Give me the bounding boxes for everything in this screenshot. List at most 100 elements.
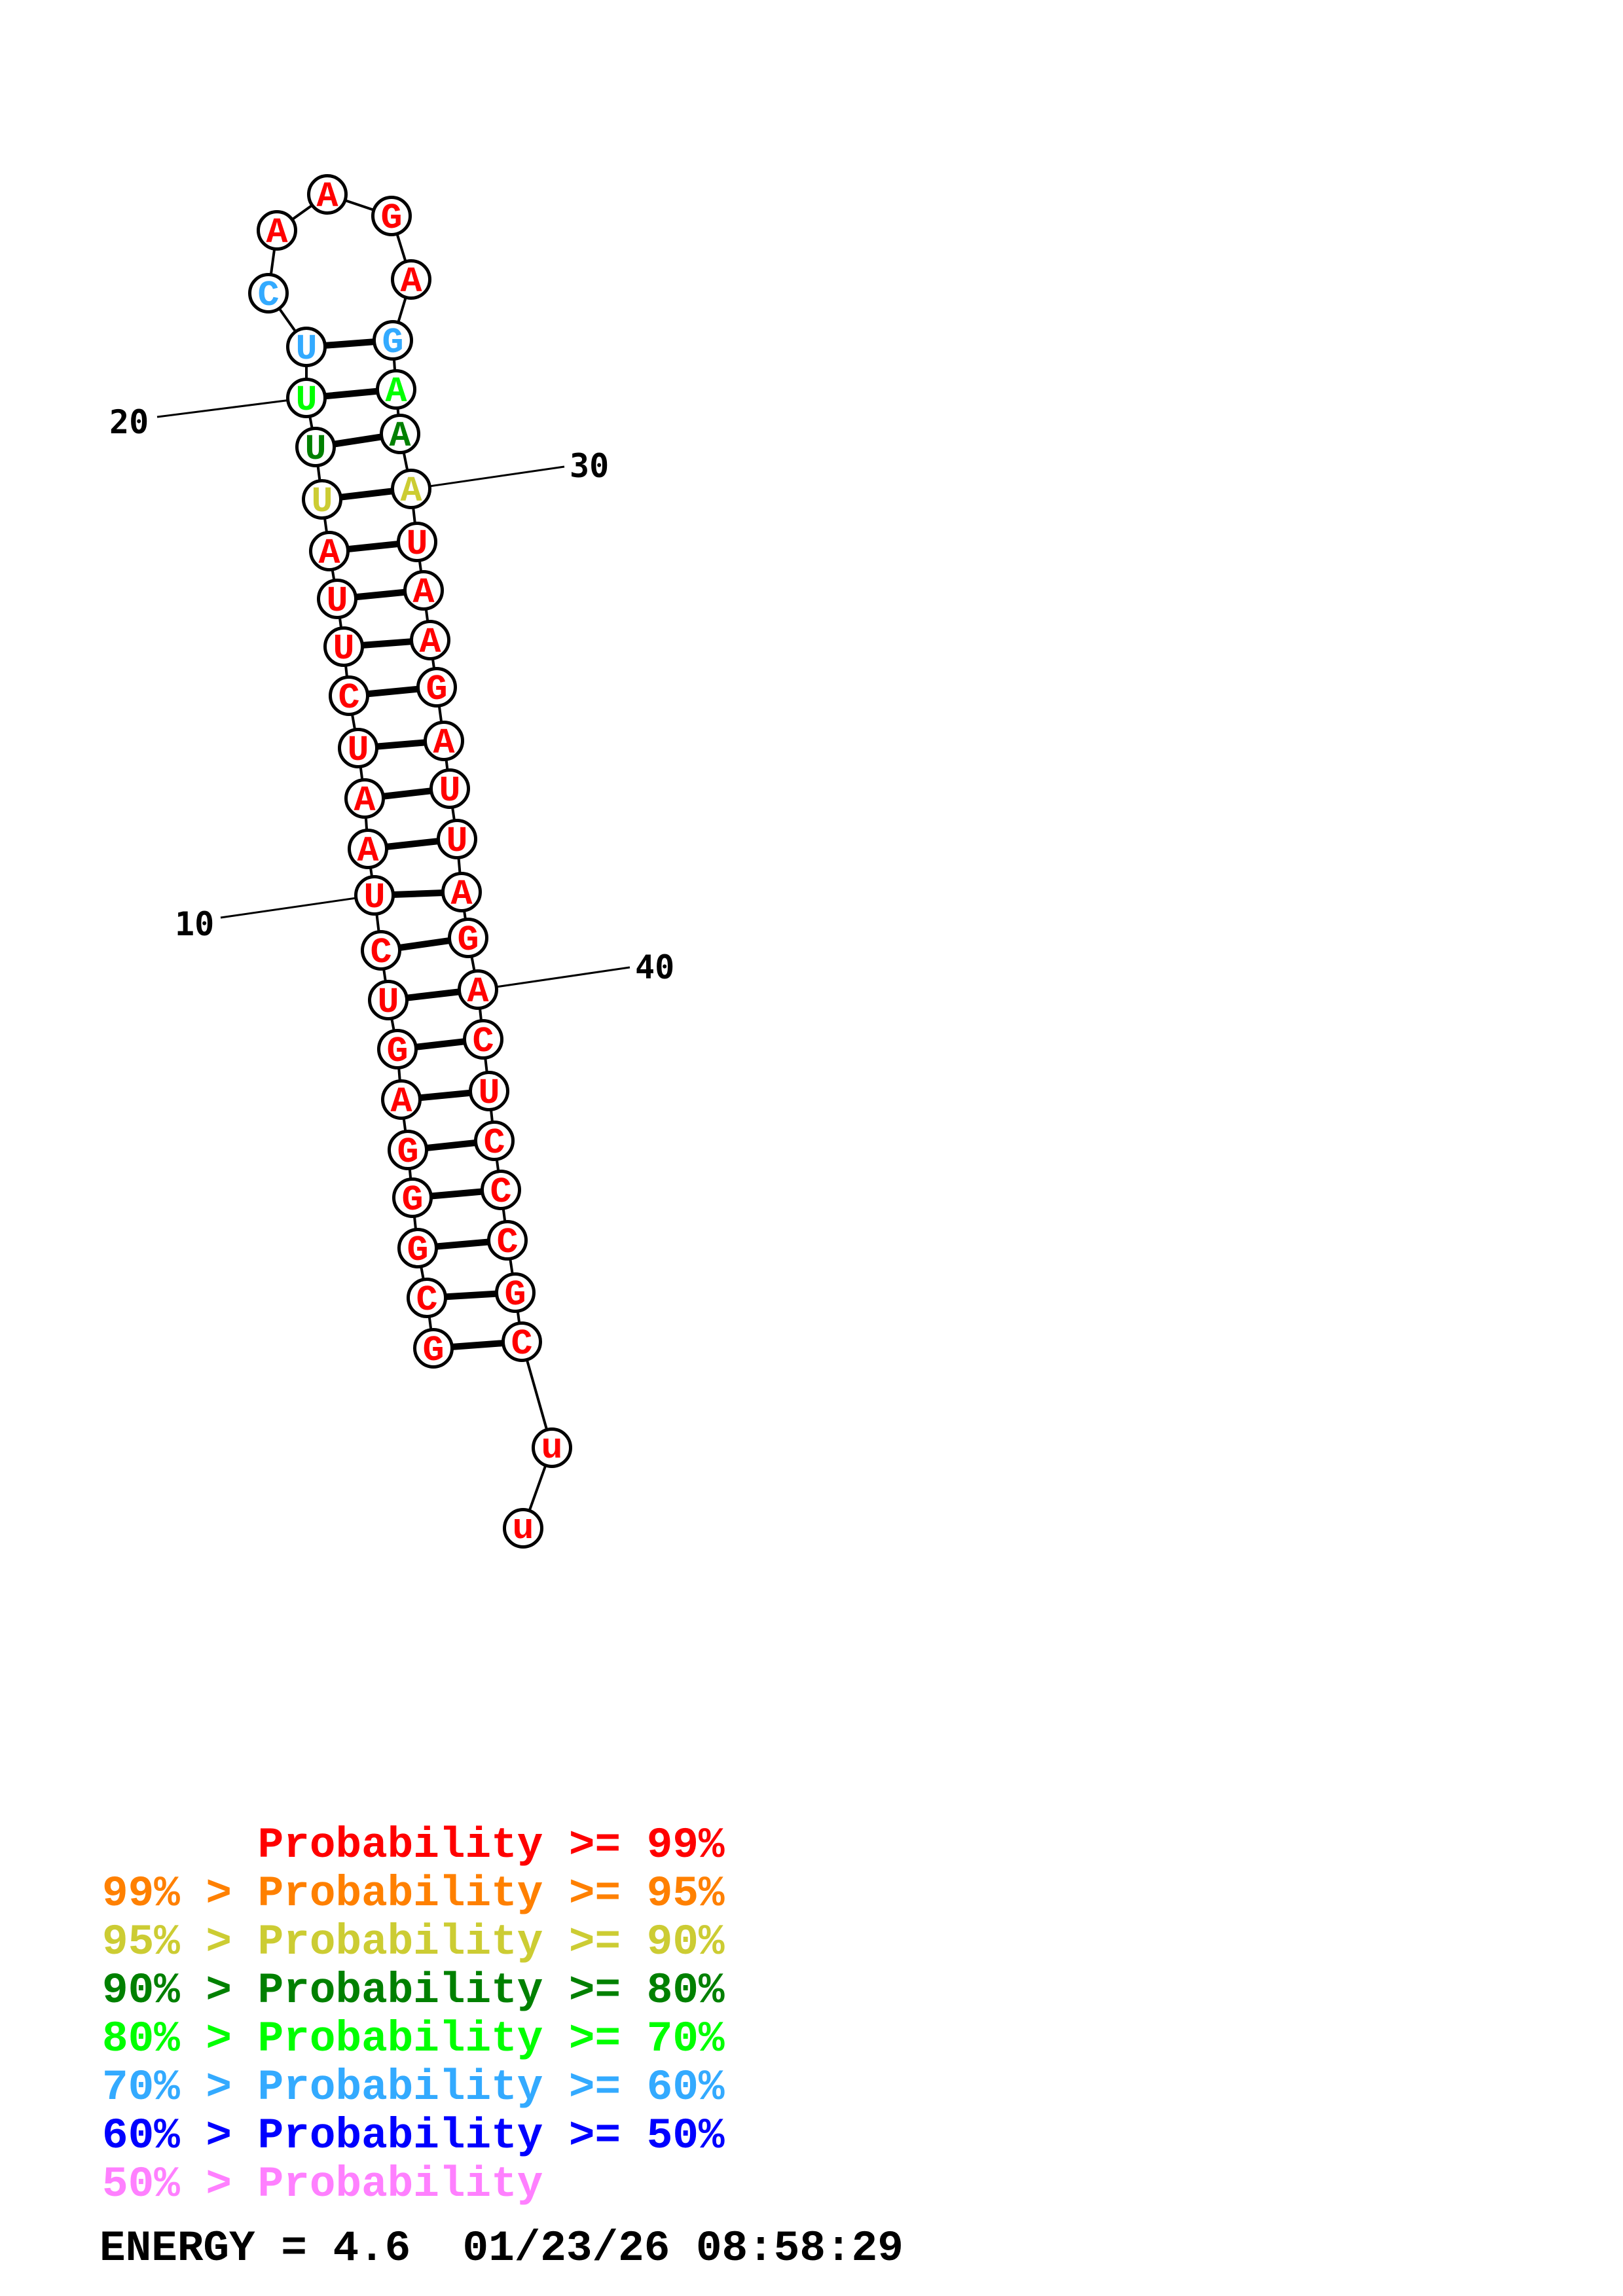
nucleotide-circle — [469, 1071, 509, 1111]
nucleotide-circle — [257, 210, 297, 251]
nucleotide-circle — [317, 579, 357, 619]
nucleotide-base-letter: G — [407, 1230, 428, 1271]
nucleotide-base-letter: A — [316, 176, 338, 217]
nucleotide-circle — [410, 620, 450, 660]
nucleotide-circle — [481, 1170, 521, 1210]
label-pointer-line — [477, 966, 630, 991]
nucleotide-base-letter: G — [426, 669, 447, 710]
nucleotide-base-letter: C — [472, 1021, 494, 1062]
nucleotide-base-letter: U — [439, 770, 460, 812]
nucleotide-base-letter: U — [363, 877, 385, 918]
nucleotide-circle — [368, 980, 409, 1020]
nucleotide-base-letter: A — [400, 471, 422, 512]
position-label: 10 — [175, 905, 214, 943]
nucleotide-circle — [495, 1272, 536, 1313]
nucleotide-circle — [377, 1029, 418, 1069]
label-pointer-line — [410, 465, 565, 490]
nucleotide-base-letter: C — [496, 1222, 518, 1263]
position-labels: 10 20 30 40 — [109, 403, 674, 986]
nucleotide-base-letter: C — [416, 1280, 437, 1321]
nucleotide-base-letter: G — [382, 322, 403, 363]
nucleotide-circle — [329, 675, 369, 716]
nucleotide-circle — [381, 1079, 422, 1120]
nucleotide-circle — [323, 626, 364, 667]
nucleotide-circle — [397, 522, 437, 562]
nucleotide-circle — [380, 414, 420, 454]
position-label-lines — [156, 397, 630, 991]
nucleotide-base-letter: A — [357, 831, 378, 872]
nucleotide-circle — [429, 768, 470, 809]
nucleotide-base-letter: G — [386, 1031, 408, 1072]
nucleotide-base-letter: U — [326, 581, 348, 622]
nucleotide-circle — [448, 918, 488, 958]
nucleotide-circles — [248, 174, 572, 1549]
nucleotide-circle — [391, 469, 431, 509]
nucleotide-base-letter: U — [295, 329, 317, 370]
nucleotide-base-letter: U — [406, 524, 428, 565]
nucleotide-base-letter: G — [397, 1132, 418, 1173]
nucleotide-circle — [295, 427, 336, 467]
nucleotide-base-letter: A — [389, 416, 410, 457]
nucleotide-circle — [371, 196, 412, 236]
legend-row: 50% > Probability — [102, 2160, 543, 2209]
nucleotide-base-letter: A — [412, 572, 434, 613]
nucleotide-base-letter: G — [504, 1274, 526, 1316]
nucleotide-circle — [487, 1220, 528, 1261]
probability-legend: Probability >= 99%99% > Probability >= 9… — [102, 1821, 725, 2209]
nucleotide-base-letter: u — [512, 1508, 534, 1549]
nucleotide-circle — [437, 819, 477, 859]
nucleotide-base-letter: U — [304, 429, 326, 470]
nucleotide-base-letter: U — [377, 982, 399, 1023]
nucleotide-base-letter: A — [390, 1081, 412, 1122]
nucleotide-circle — [416, 667, 457, 708]
nucleotide-base-letter: u — [541, 1427, 562, 1469]
nucleotide-circle — [354, 875, 395, 916]
nucleotide-base-letter: C — [338, 677, 359, 719]
nucleotide-base-letter: A — [266, 212, 287, 253]
nucleotide-circle — [403, 570, 444, 611]
nucleotide-circle — [532, 1427, 572, 1468]
legend-row: 60% > Probability >= 50% — [102, 2111, 725, 2161]
nucleotide-circle — [391, 259, 431, 300]
nucleotide-letters: GCGGGAGUCUAAUCUUAUUUUCAAGAGAAAUAAGAUUAGA… — [257, 176, 562, 1549]
nucleotide-circle — [248, 273, 289, 314]
nucleotide-base-letter: U — [347, 730, 369, 771]
nucleotide-circle — [424, 721, 464, 761]
nucleotide-circle — [373, 320, 413, 361]
nucleotide-circle — [307, 174, 348, 215]
nucleotide-circle — [376, 369, 416, 410]
nucleotide-base-letter: A — [400, 261, 422, 302]
label-pointer-line — [220, 894, 375, 919]
nucleotide-circle — [441, 872, 482, 912]
nucleotide-base-letter: A — [385, 371, 407, 412]
nucleotide-circle — [501, 1321, 542, 1362]
nucleotide-base-letter: G — [457, 920, 479, 961]
position-label: 30 — [570, 447, 609, 485]
nucleotide-circle — [474, 1121, 515, 1161]
position-label: 20 — [109, 403, 149, 441]
nucleotide-base-letter: A — [354, 780, 375, 821]
nucleotide-base-letter: G — [401, 1179, 423, 1221]
nucleotide-circle — [309, 531, 350, 571]
legend-row: Probability >= 99% — [102, 1821, 725, 1870]
nucleotide-circle — [302, 479, 342, 520]
legend-row: 90% > Probability >= 80% — [102, 1966, 725, 2015]
nucleotide-base-letter: G — [422, 1330, 444, 1371]
nucleotide-base-letter: C — [257, 275, 279, 316]
nucleotide-circle — [388, 1130, 428, 1170]
nucleotide-circle — [338, 728, 378, 768]
nucleotide-base-letter: G — [380, 198, 402, 239]
energy-timestamp-line: ENERGY = 4.6 01/23/26 08:58:29 — [100, 2224, 903, 2273]
nucleotide-base-letter: C — [483, 1122, 505, 1164]
nucleotide-base-letter: C — [490, 1172, 511, 1213]
nucleotide-circle — [407, 1278, 447, 1318]
nucleotide-base-letter: C — [511, 1323, 532, 1365]
nucleotide-base-letter: U — [295, 380, 317, 421]
nucleotide-base-letter: A — [419, 622, 441, 663]
nucleotide-circle — [463, 1019, 503, 1060]
legend-row: 80% > Probability >= 70% — [102, 2015, 725, 2064]
nucleotide-circle — [361, 930, 401, 971]
nucleotide-base-letter: U — [446, 821, 467, 862]
